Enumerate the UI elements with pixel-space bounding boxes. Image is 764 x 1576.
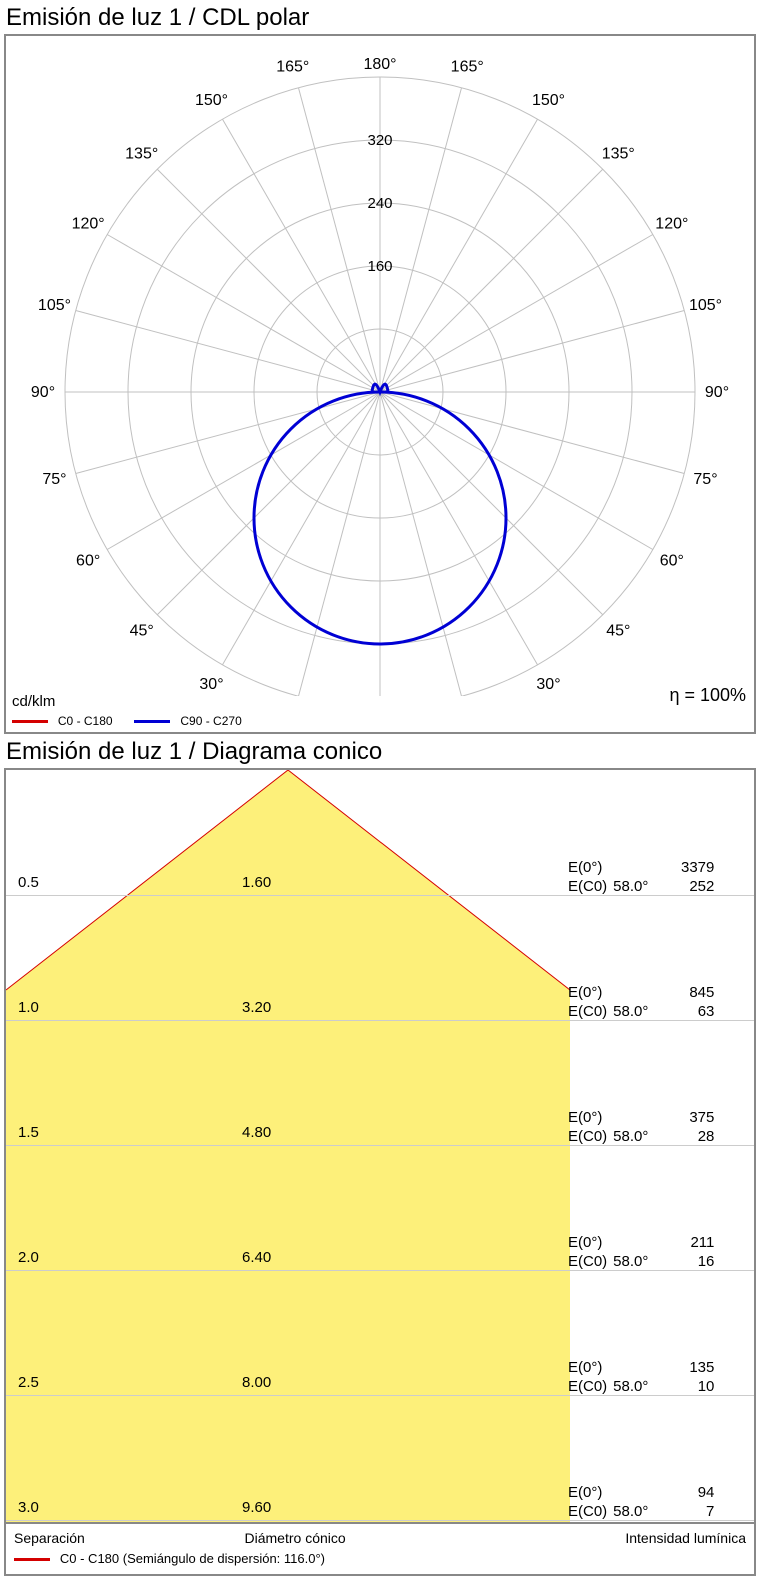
svg-text:135°: 135° bbox=[125, 146, 158, 163]
cone-values: E(0°) 135 E(C0)58.0°10 bbox=[566, 1357, 746, 1397]
e0-label: E(0°) bbox=[568, 1109, 611, 1126]
svg-text:240: 240 bbox=[367, 195, 392, 212]
cone-footer-col2: Diámetro cónico bbox=[245, 1530, 346, 1546]
ec0-value: 252 bbox=[654, 878, 718, 895]
cone-diameter: 6.40 bbox=[242, 1249, 271, 1266]
cone-distance: 1.0 bbox=[18, 999, 39, 1016]
cone-footer: Separación Diámetro cónico Intensidad lu… bbox=[6, 1522, 754, 1574]
e0-label: E(0°) bbox=[568, 1234, 611, 1251]
ec0-angle: 58.0° bbox=[613, 878, 652, 895]
svg-text:105°: 105° bbox=[38, 297, 71, 314]
cone-diameter: 9.60 bbox=[242, 1499, 271, 1516]
e0-label: E(0°) bbox=[568, 984, 611, 1001]
polar-svg: 160 240 320 45° 60° 75° 90° 105° 120° 135° 150° 165… bbox=[6, 36, 754, 696]
ec0-value: 7 bbox=[654, 1503, 718, 1520]
polar-chart: 160 240 320 45° 60° 75° 90° 105° 120° 135° 150° 165… bbox=[4, 34, 756, 734]
svg-text:75°: 75° bbox=[42, 471, 66, 488]
svg-text:320: 320 bbox=[367, 132, 392, 149]
e0-label: E(0°) bbox=[568, 1359, 611, 1376]
cone-values: E(0°) 845 E(C0)58.0°63 bbox=[566, 982, 746, 1022]
svg-text:30°: 30° bbox=[536, 676, 560, 693]
svg-text:160: 160 bbox=[367, 258, 392, 275]
svg-text:165°: 165° bbox=[276, 58, 309, 75]
ec0-label: E(C0) bbox=[568, 1003, 611, 1020]
cone-distance: 3.0 bbox=[18, 1499, 39, 1516]
cone-chart: 0.51.60E(0°)3379E(C0)58.0°2521.03.20E(0°… bbox=[4, 768, 756, 1576]
cone-svg bbox=[6, 770, 570, 1522]
svg-text:120°: 120° bbox=[72, 216, 105, 233]
legend-swatch-c90 bbox=[134, 720, 170, 723]
ec0-value: 10 bbox=[654, 1378, 718, 1395]
ec0-value: 63 bbox=[654, 1003, 718, 1020]
ec0-angle: 58.0° bbox=[613, 1503, 652, 1520]
svg-text:120°: 120° bbox=[655, 216, 688, 233]
ec0-label: E(C0) bbox=[568, 1503, 611, 1520]
svg-text:180°: 180° bbox=[363, 56, 396, 73]
cone-distance: 1.5 bbox=[18, 1124, 39, 1141]
svg-text:90°: 90° bbox=[705, 384, 729, 401]
polar-eta-label: η = 100% bbox=[669, 685, 746, 706]
ec0-label: E(C0) bbox=[568, 1128, 611, 1145]
e0-value: 94 bbox=[654, 1484, 718, 1501]
cone-values: E(0°) 3379 E(C0)58.0°252 bbox=[566, 857, 746, 897]
polar-legend: cd/klm C0 - C180 C90 - C270 bbox=[12, 693, 260, 728]
cone-diameter: 1.60 bbox=[242, 874, 271, 891]
cone-values: E(0°) 94 E(C0)58.0°7 bbox=[566, 1482, 746, 1522]
svg-text:135°: 135° bbox=[602, 146, 635, 163]
ec0-label: E(C0) bbox=[568, 1253, 611, 1270]
svg-text:150°: 150° bbox=[532, 92, 565, 109]
cone-values: E(0°) 375 E(C0)58.0°28 bbox=[566, 1107, 746, 1147]
legend-swatch-c0 bbox=[12, 720, 48, 723]
svg-text:165°: 165° bbox=[451, 58, 484, 75]
svg-text:60°: 60° bbox=[76, 553, 100, 570]
ec0-value: 16 bbox=[654, 1253, 718, 1270]
cone-legend-text: C0 - C180 (Semiángulo de dispersión: 116… bbox=[60, 1551, 325, 1566]
svg-text:150°: 150° bbox=[195, 92, 228, 109]
svg-text:30°: 30° bbox=[199, 676, 223, 693]
polar-unit: cd/klm bbox=[12, 693, 260, 710]
cone-distance: 2.0 bbox=[18, 1249, 39, 1266]
cone-legend-swatch bbox=[14, 1558, 50, 1561]
e0-value: 3379 bbox=[654, 859, 718, 876]
ec0-angle: 58.0° bbox=[613, 1003, 652, 1020]
ec0-label: E(C0) bbox=[568, 878, 611, 895]
cone-title: Emisión de luz 1 / Diagrama conico bbox=[0, 734, 764, 768]
svg-text:45°: 45° bbox=[606, 622, 630, 639]
cone-footer-col3: Intensidad lumínica bbox=[625, 1530, 746, 1546]
svg-text:105°: 105° bbox=[689, 297, 722, 314]
e0-value: 211 bbox=[654, 1234, 718, 1251]
legend-label-c0: C0 - C180 bbox=[58, 714, 113, 728]
svg-text:45°: 45° bbox=[130, 622, 154, 639]
cone-footer-col1: Separación bbox=[14, 1530, 85, 1546]
cone-distance: 2.5 bbox=[18, 1374, 39, 1391]
ec0-angle: 58.0° bbox=[613, 1253, 652, 1270]
e0-value: 845 bbox=[654, 984, 718, 1001]
e0-label: E(0°) bbox=[568, 859, 611, 876]
svg-text:75°: 75° bbox=[693, 471, 717, 488]
cone-distance: 0.5 bbox=[18, 874, 39, 891]
legend-label-c90: C90 - C270 bbox=[180, 714, 241, 728]
cone-values: E(0°) 211 E(C0)58.0°16 bbox=[566, 1232, 746, 1272]
ec0-angle: 58.0° bbox=[613, 1128, 652, 1145]
e0-value: 375 bbox=[654, 1109, 718, 1126]
cone-diameter: 3.20 bbox=[242, 999, 271, 1016]
ec0-angle: 58.0° bbox=[613, 1378, 652, 1395]
cone-diameter: 8.00 bbox=[242, 1374, 271, 1391]
polar-title: Emisión de luz 1 / CDL polar bbox=[0, 0, 764, 34]
svg-text:90°: 90° bbox=[31, 384, 55, 401]
cone-diameter: 4.80 bbox=[242, 1124, 271, 1141]
ec0-value: 28 bbox=[654, 1128, 718, 1145]
svg-text:60°: 60° bbox=[660, 553, 684, 570]
e0-value: 135 bbox=[654, 1359, 718, 1376]
cone-diagram: 0.51.60E(0°)3379E(C0)58.0°2521.03.20E(0°… bbox=[6, 770, 754, 1522]
ec0-label: E(C0) bbox=[568, 1378, 611, 1395]
e0-label: E(0°) bbox=[568, 1484, 611, 1501]
